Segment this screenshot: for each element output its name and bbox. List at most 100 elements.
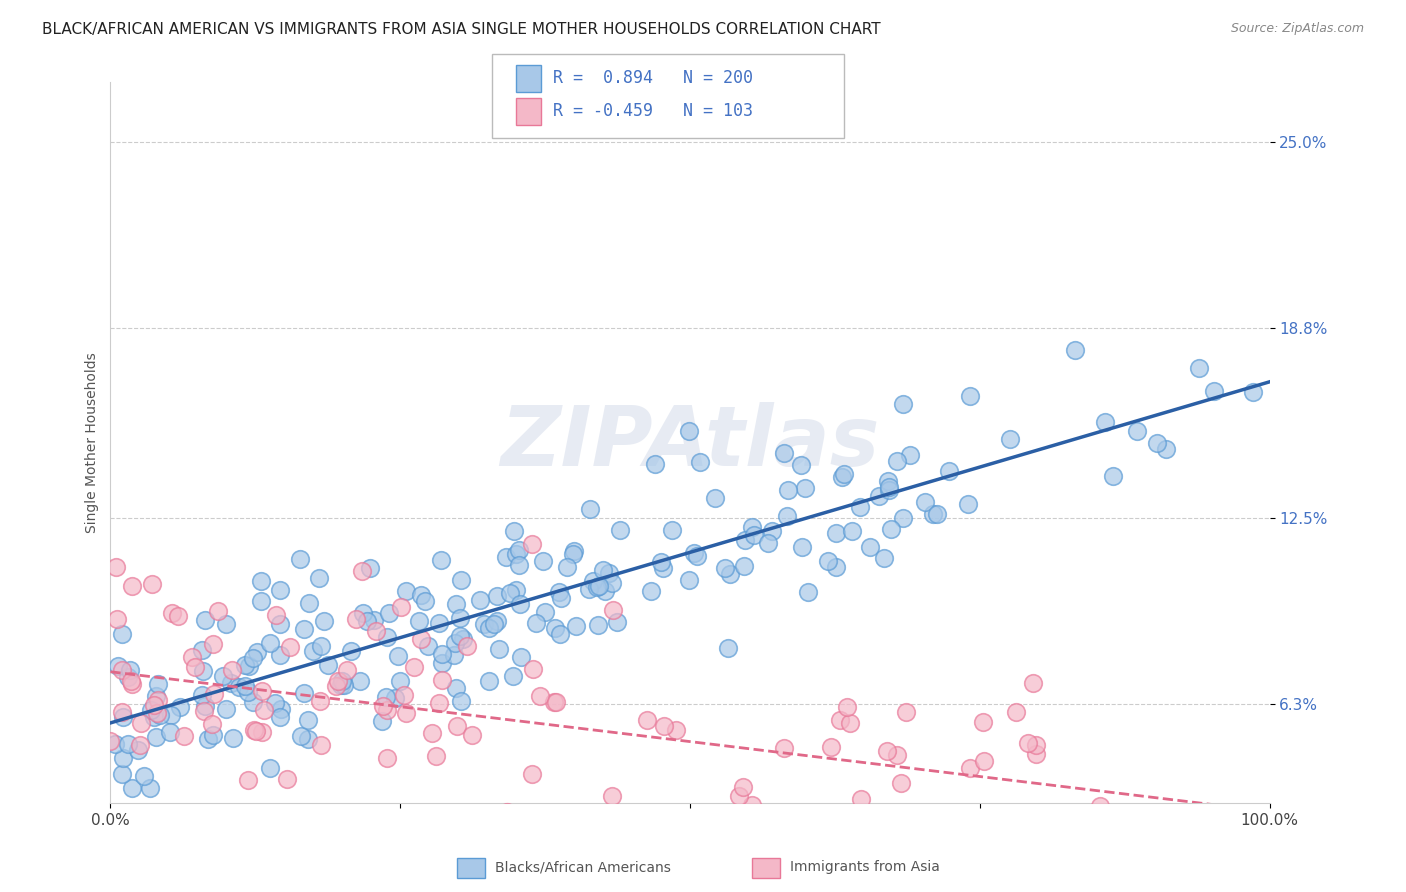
Point [449, 610, 471, 624]
Point [652, 718, 675, 732]
Point [496, 805, 519, 819]
Point [202, 687, 225, 701]
Point [524, 616, 547, 631]
Point [194, 613, 217, 627]
Point [191, 665, 214, 679]
Point [375, 751, 398, 765]
Point [652, 560, 675, 574]
Point [898, 448, 921, 462]
Point [112, 751, 135, 765]
Point [233, 679, 256, 693]
Point [972, 714, 994, 729]
Point [111, 627, 134, 641]
Point [717, 640, 740, 655]
Point [588, 579, 610, 593]
Point [308, 818, 330, 832]
Point [522, 661, 544, 675]
Point [142, 698, 165, 712]
Point [636, 713, 658, 727]
Point [446, 719, 468, 733]
Point [602, 575, 624, 590]
Point [505, 582, 527, 597]
Point [148, 677, 170, 691]
Point [129, 738, 152, 752]
Point [146, 693, 169, 707]
Point [505, 547, 527, 561]
Y-axis label: Single Mother Households: Single Mother Households [86, 352, 100, 533]
Point [215, 616, 238, 631]
Point [582, 574, 605, 589]
Point [914, 494, 936, 508]
Point [139, 781, 162, 796]
Point [891, 396, 914, 410]
Point [692, 809, 714, 823]
Point [308, 571, 330, 585]
Point [609, 523, 631, 537]
Point [1004, 705, 1026, 719]
Point [644, 457, 666, 471]
Point [503, 524, 526, 538]
Point [998, 432, 1021, 446]
Point [891, 511, 914, 525]
Point [112, 709, 135, 723]
Point [544, 695, 567, 709]
Point [202, 637, 225, 651]
Text: R =  0.894   N = 200: R = 0.894 N = 200 [553, 69, 752, 87]
Point [678, 424, 700, 438]
Point [859, 540, 882, 554]
Point [356, 615, 378, 629]
Point [384, 690, 406, 705]
Point [1241, 385, 1264, 400]
Point [1088, 798, 1111, 813]
Point [495, 550, 517, 565]
Point [733, 559, 755, 574]
Point [508, 558, 530, 572]
Point [145, 731, 167, 745]
Point [598, 566, 620, 580]
Point [761, 524, 783, 538]
Point [890, 776, 912, 790]
Point [245, 724, 267, 739]
Point [775, 509, 797, 524]
Point [270, 702, 292, 716]
Point [100, 733, 122, 747]
Point [364, 624, 387, 638]
Point [269, 616, 291, 631]
Point [461, 728, 484, 742]
Point [904, 851, 927, 865]
Point [329, 678, 352, 692]
Point [309, 640, 332, 654]
Point [290, 729, 312, 743]
Point [1025, 738, 1047, 752]
Point [1017, 736, 1039, 750]
Point [443, 648, 465, 662]
Text: Immigrants from Asia: Immigrants from Asia [790, 860, 941, 874]
Point [877, 480, 900, 494]
Point [297, 731, 319, 746]
Point [499, 586, 522, 600]
Point [418, 640, 440, 654]
Point [105, 612, 128, 626]
Point [686, 549, 709, 564]
Point [485, 614, 508, 628]
Point [118, 663, 141, 677]
Point [696, 836, 718, 850]
Point [121, 781, 143, 796]
Point [292, 686, 315, 700]
Point [184, 660, 207, 674]
Point [411, 632, 433, 647]
Point [269, 582, 291, 597]
Point [408, 615, 430, 629]
Point [375, 690, 398, 705]
Point [468, 593, 491, 607]
Point [600, 789, 623, 804]
Point [735, 826, 758, 840]
Point [325, 680, 347, 694]
Point [427, 615, 450, 630]
Point [221, 663, 243, 677]
Point [1188, 360, 1211, 375]
Point [330, 674, 353, 689]
Point [602, 602, 624, 616]
Point [548, 627, 571, 641]
Point [555, 560, 578, 574]
